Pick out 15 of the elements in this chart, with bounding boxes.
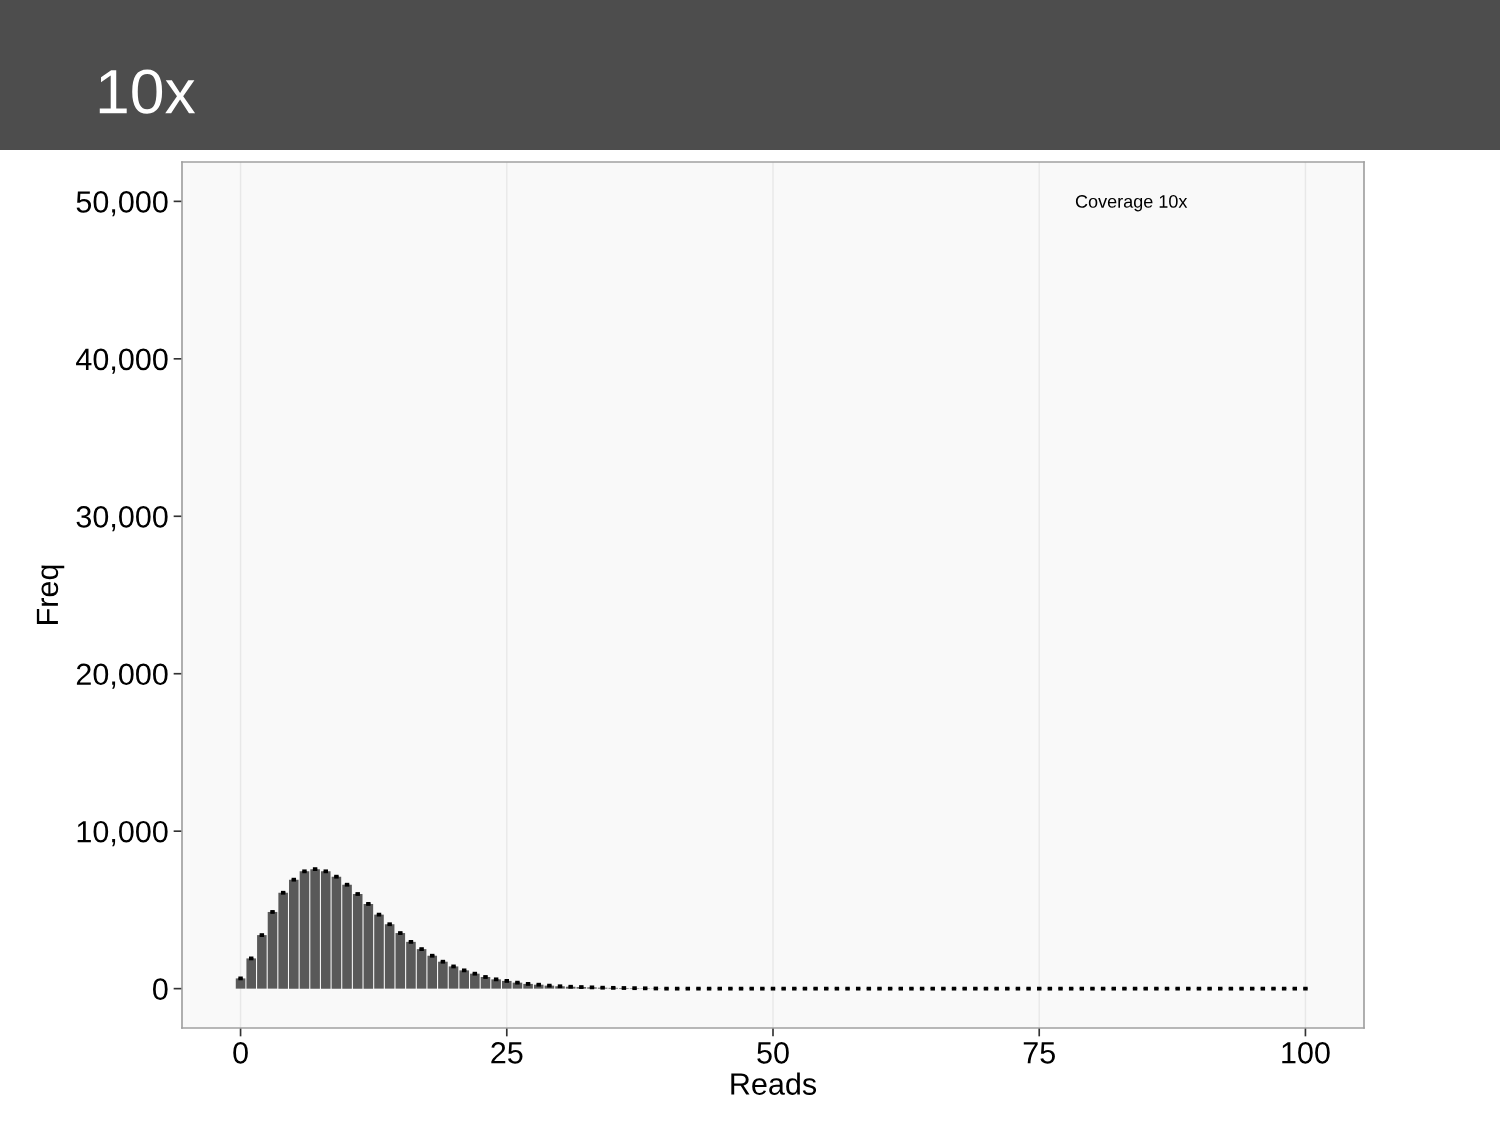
- y-tick-label: 10,000: [77, 820, 168, 847]
- x-tick-label: 100: [1282, 1042, 1330, 1064]
- y-tick-label: 40,000: [76, 348, 168, 374]
- x-tick-label: 25: [491, 1042, 523, 1064]
- x-tick-label: 0: [233, 1042, 248, 1064]
- y-tick-label: 20,000: [76, 663, 168, 689]
- annotation: Coverage 10x: [1075, 195, 1188, 212]
- y-tick-label: 50,000: [76, 191, 168, 217]
- x-tick-label: 50: [757, 1042, 789, 1064]
- x-axis-title: Reads: [731, 1072, 817, 1095]
- chart-title: 10x: [99, 69, 196, 114]
- x-tick-label: 75: [1023, 1042, 1055, 1064]
- y-tick-label: 0: [153, 978, 168, 1001]
- y-axis-title: Freq: [36, 565, 65, 624]
- y-tick-label: 30,000: [76, 506, 168, 532]
